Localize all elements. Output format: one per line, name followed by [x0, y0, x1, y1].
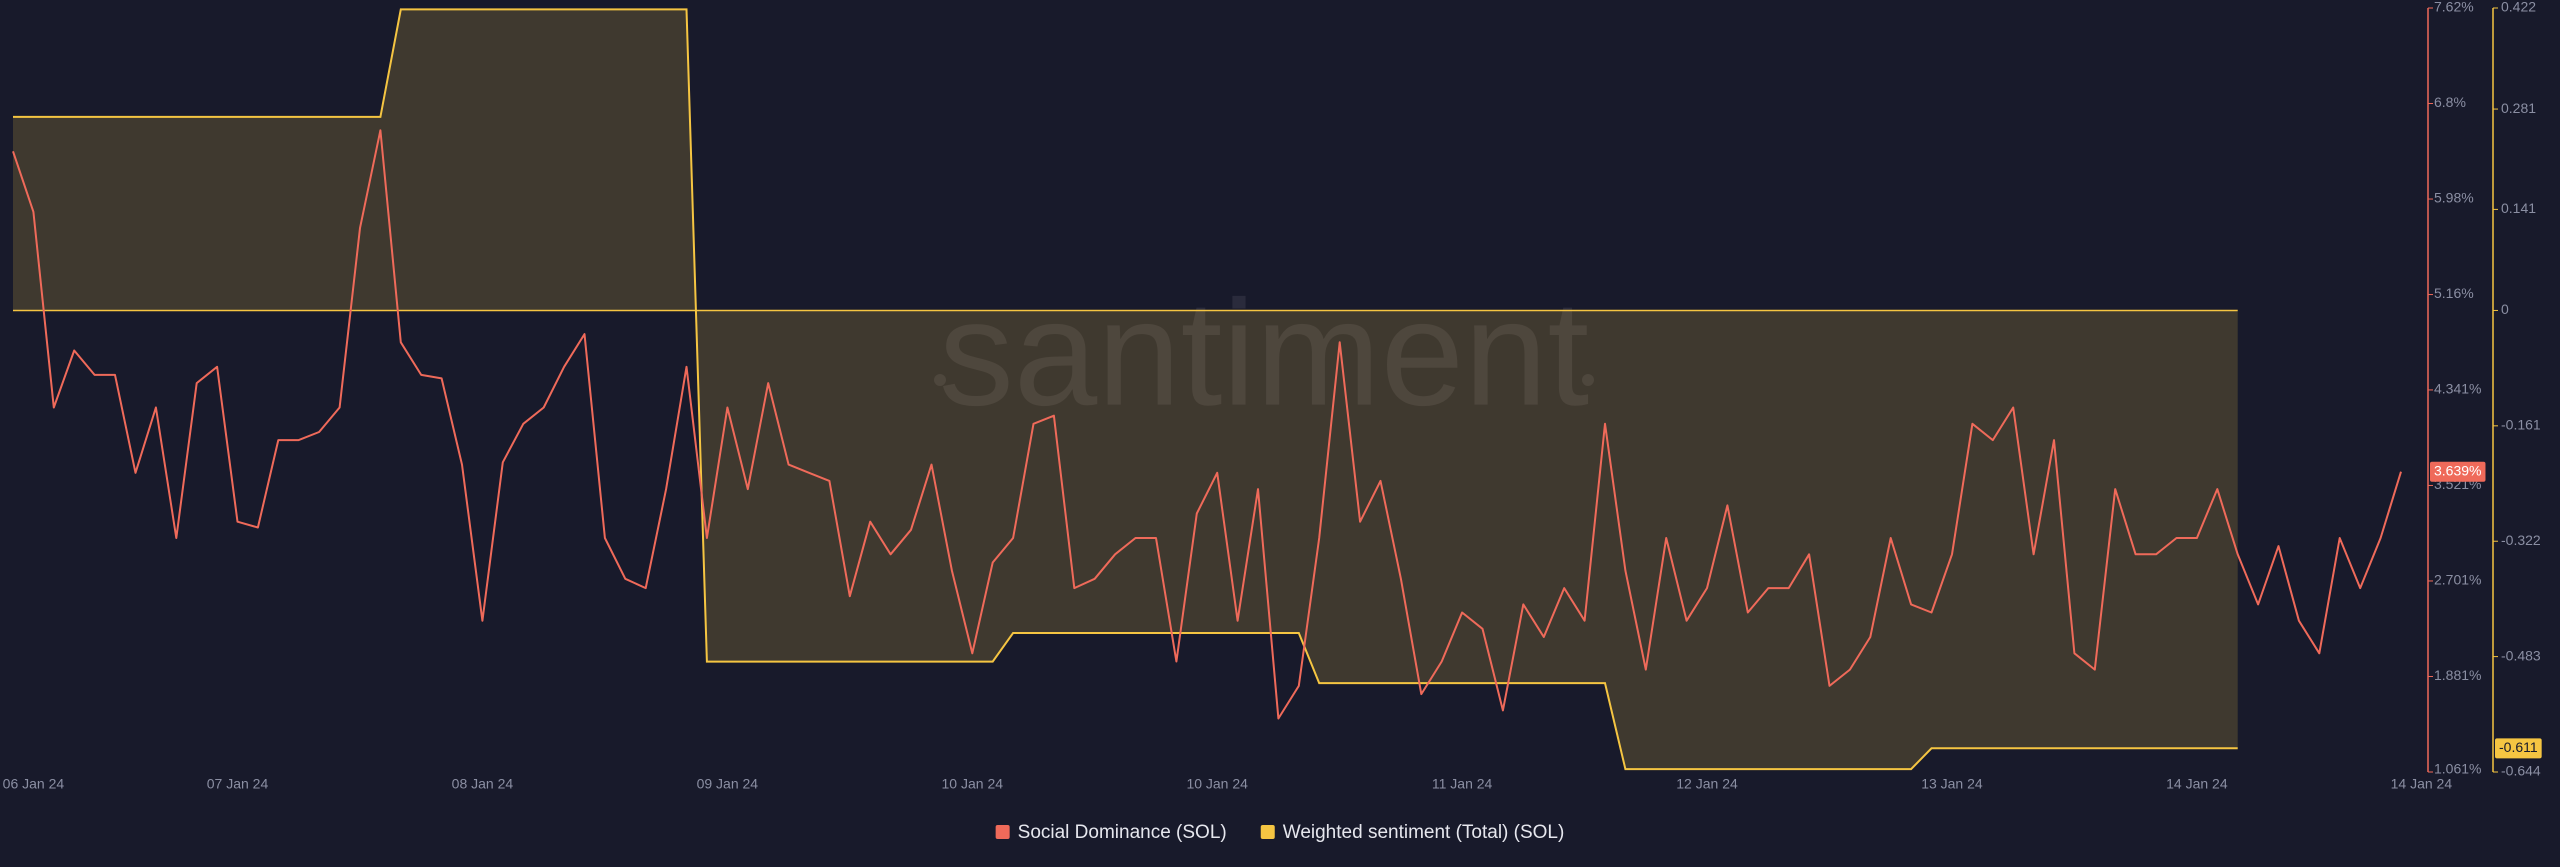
area-fill	[13, 9, 2238, 770]
x-tick-label: 07 Jan 24	[207, 776, 269, 792]
x-tick-label: 14 Jan 24	[2166, 776, 2228, 792]
y-tick-label: 5.16%	[2434, 285, 2474, 301]
series-line	[13, 8, 2238, 771]
legend-label: Social Dominance (SOL)	[1018, 822, 1227, 843]
y2-tick-label: -0.161	[2501, 417, 2541, 433]
y2-tick-label: 0	[2501, 301, 2509, 317]
y2-tick-label: 0.281	[2501, 100, 2536, 116]
y-tick-label: 4.341%	[2434, 381, 2481, 397]
y2-tick-label: -0.644	[2501, 763, 2541, 779]
x-tick-label: 12 Jan 24	[1676, 776, 1738, 792]
y-tick-label: 7.62%	[2434, 0, 2474, 15]
x-tick-label: 08 Jan 24	[452, 776, 514, 792]
watermark-dot	[934, 374, 946, 386]
x-tick-label: 09 Jan 24	[697, 776, 759, 792]
x-tick-label: 11 Jan 24	[1432, 776, 1493, 792]
legend-swatch	[995, 825, 1010, 839]
x-tick-label: 10 Jan 24	[942, 776, 1004, 792]
y-tick-label: 1.061%	[2434, 761, 2481, 777]
y-tick-label: 6.8%	[2434, 94, 2466, 110]
y2-tick-label: 0.422	[2501, 0, 2536, 15]
y2-tick-label: -0.483	[2501, 647, 2541, 663]
last-value-label: -0.611	[2499, 739, 2538, 755]
legend-swatch	[1260, 825, 1275, 839]
y-tick-label: 1.881%	[2434, 667, 2481, 683]
legend-label: Weighted sentiment (Total) (SOL)	[1283, 822, 1565, 843]
x-tick-label: 14 Jan 24	[2391, 776, 2453, 792]
x-tick-label: 06 Jan 24	[3, 776, 65, 792]
y2-tick-label: 0.141	[2501, 200, 2536, 216]
series-line	[12, 129, 2402, 720]
last-value-badge	[2495, 738, 2542, 759]
last-value-badge	[2430, 461, 2486, 482]
x-tick-label: 13 Jan 24	[1921, 776, 1983, 792]
y-tick-label: 2.701%	[2434, 572, 2481, 588]
watermark-dot	[1582, 374, 1594, 386]
last-value-label: 3.639%	[2434, 462, 2481, 478]
y2-tick-label: -0.322	[2501, 532, 2541, 548]
watermark: santiment	[939, 269, 1589, 437]
watermark-group: santiment	[934, 269, 1594, 437]
y-tick-label: 5.98%	[2434, 190, 2474, 206]
x-tick-label: 10 Jan 24	[1186, 776, 1248, 792]
